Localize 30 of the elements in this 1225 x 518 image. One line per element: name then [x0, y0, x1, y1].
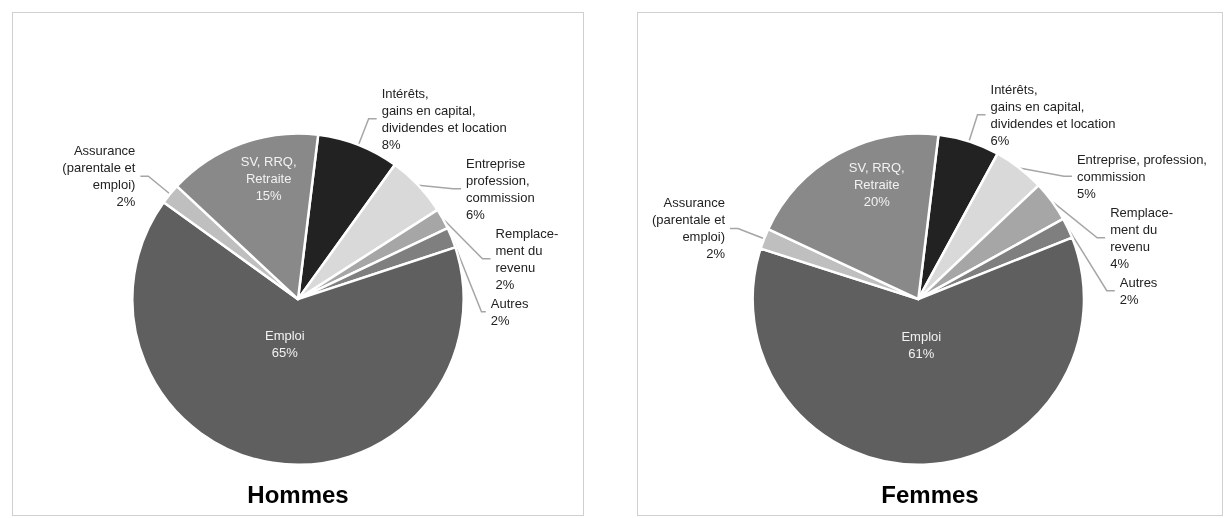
data-label: 2%: [116, 194, 136, 210]
slice-label: Autres: [490, 295, 529, 311]
slice-label: Emploi: [264, 327, 305, 343]
slice-label: Assurance (parentale et emploi): [62, 143, 136, 193]
slice-label: Remplace- ment du revenu: [1110, 204, 1174, 254]
data-label: 6%: [990, 132, 1010, 148]
data-label: 5%: [1076, 185, 1097, 201]
data-label: 2%: [706, 246, 726, 262]
slice-label: Autres: [1119, 274, 1158, 290]
slice-label: Remplace- ment du revenu: [495, 225, 559, 275]
data-label: 65%: [271, 344, 299, 360]
data-label: 4%: [1110, 255, 1130, 271]
data-label: 61%: [908, 345, 935, 361]
slice-label: Emploi: [901, 328, 942, 344]
slice-label: Intérêts, gains en capital, dividendes et location: [990, 81, 1116, 131]
slice-label: SV, RRQ, Retraite: [240, 153, 297, 186]
data-label: 20%: [863, 193, 891, 209]
data-label: 15%: [255, 187, 283, 203]
data-label: 8%: [381, 136, 401, 152]
slice-label: Assurance (parentale et emploi): [652, 195, 726, 245]
slice-label: Intérêts, gains en capital, dividendes et location: [381, 85, 507, 135]
slice-label: SV, RRQ, Retraite: [848, 159, 905, 192]
text: Femmes: [881, 480, 979, 508]
text: Hommes: [247, 480, 349, 508]
slice-label: Entreprise profession, commission: [466, 155, 535, 205]
data-label: 6%: [466, 206, 486, 222]
data-label: 2%: [1119, 291, 1140, 307]
slice-label: Entreprise, profession, commission: [1076, 151, 1207, 184]
data-label: 2%: [490, 312, 511, 328]
data-label: 2%: [495, 276, 515, 292]
